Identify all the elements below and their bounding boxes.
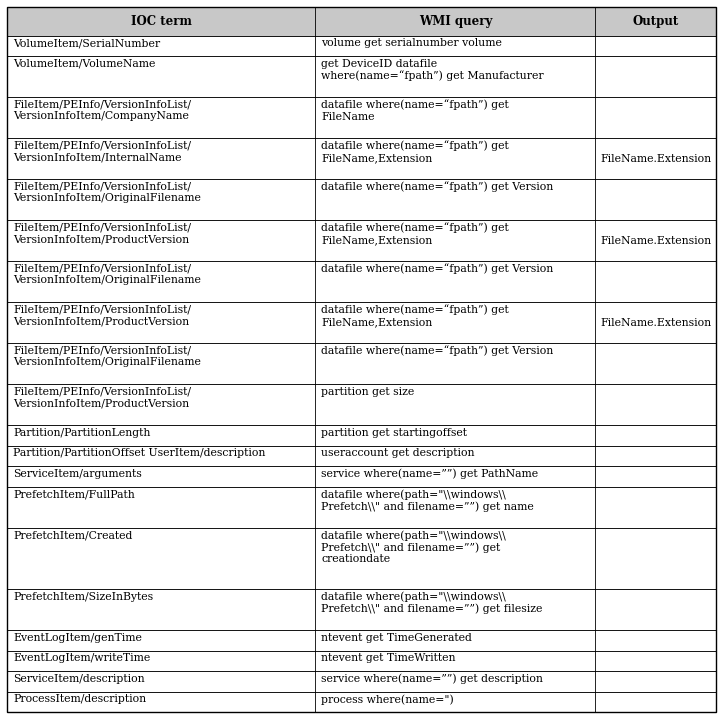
Text: Partition/PartitionLength: Partition/PartitionLength bbox=[13, 427, 150, 437]
Text: datafile where(path="\\windows\\
Prefetch\\" and filename=””) get name: datafile where(path="\\windows\\ Prefetc… bbox=[321, 489, 534, 512]
Bar bbox=[7, 446, 716, 466]
Bar bbox=[7, 261, 716, 302]
Text: datafile where(path="\\windows\\
Prefetch\\" and filename=””) get
creationdate: datafile where(path="\\windows\\ Prefetc… bbox=[321, 530, 506, 564]
Text: VolumeItem/VolumeName: VolumeItem/VolumeName bbox=[13, 59, 155, 69]
Text: ntevent get TimeWritten: ntevent get TimeWritten bbox=[321, 653, 455, 663]
Bar bbox=[7, 425, 716, 446]
Text: EventLogItem/genTime: EventLogItem/genTime bbox=[13, 632, 142, 642]
Text: FileItem/PEInfo/VersionInfoList/
VersionInfoItem/CompanyName: FileItem/PEInfo/VersionInfoList/ Version… bbox=[13, 100, 191, 121]
Text: FileName.Extension: FileName.Extension bbox=[600, 154, 711, 164]
Bar bbox=[7, 630, 716, 651]
Bar bbox=[7, 302, 716, 344]
Text: PrefetchItem/SizeInBytes: PrefetchItem/SizeInBytes bbox=[13, 591, 153, 601]
Text: FileItem/PEInfo/VersionInfoList/
VersionInfoItem/OriginalFilename: FileItem/PEInfo/VersionInfoList/ Version… bbox=[13, 182, 201, 203]
Bar bbox=[7, 180, 716, 221]
Text: EventLogItem/writeTime: EventLogItem/writeTime bbox=[13, 653, 150, 663]
Bar bbox=[7, 221, 716, 261]
Text: volume get serialnumber volume: volume get serialnumber volume bbox=[321, 38, 502, 48]
Text: FileName.Extension: FileName.Extension bbox=[600, 318, 711, 328]
Bar bbox=[7, 36, 716, 57]
Text: get DeviceID datafile
where(name=“fpath”) get Manufacturer: get DeviceID datafile where(name=“fpath”… bbox=[321, 59, 544, 81]
Text: datafile where(path="\\windows\\
Prefetch\\" and filename=””) get filesize: datafile where(path="\\windows\\ Prefetc… bbox=[321, 591, 542, 614]
Text: VolumeItem/SerialNumber: VolumeItem/SerialNumber bbox=[13, 38, 160, 48]
Bar bbox=[7, 57, 716, 97]
Bar bbox=[7, 466, 716, 487]
Text: useraccount get description: useraccount get description bbox=[321, 448, 474, 458]
Bar bbox=[7, 138, 716, 180]
Text: datafile where(name=“fpath”) get
FileName: datafile where(name=“fpath”) get FileNam… bbox=[321, 100, 509, 122]
Text: ServiceItem/arguments: ServiceItem/arguments bbox=[13, 468, 142, 478]
Text: datafile where(name=“fpath”) get
FileName,Extension: datafile where(name=“fpath”) get FileNam… bbox=[321, 223, 509, 245]
Text: FileItem/PEInfo/VersionInfoList/
VersionInfoItem/ProductVersion: FileItem/PEInfo/VersionInfoList/ Version… bbox=[13, 387, 191, 408]
Text: datafile where(name=“fpath”) get Version: datafile where(name=“fpath”) get Version bbox=[321, 263, 553, 274]
Text: ntevent get TimeGenerated: ntevent get TimeGenerated bbox=[321, 632, 472, 642]
Text: Output: Output bbox=[633, 15, 679, 28]
Text: datafile where(name=“fpath”) get Version: datafile where(name=“fpath”) get Version bbox=[321, 346, 553, 357]
Text: Partition/PartitionOffset UserItem/description: Partition/PartitionOffset UserItem/descr… bbox=[13, 448, 265, 458]
Bar bbox=[7, 692, 716, 712]
Bar bbox=[7, 589, 716, 630]
Bar bbox=[7, 7, 716, 36]
Text: FileItem/PEInfo/VersionInfoList/
VersionInfoItem/ProductVersion: FileItem/PEInfo/VersionInfoList/ Version… bbox=[13, 304, 191, 326]
Text: FileItem/PEInfo/VersionInfoList/
VersionInfoItem/OriginalFilename: FileItem/PEInfo/VersionInfoList/ Version… bbox=[13, 346, 201, 367]
Text: ProcessItem/description: ProcessItem/description bbox=[13, 694, 146, 704]
Text: WMI query: WMI query bbox=[419, 15, 492, 28]
Text: FileItem/PEInfo/VersionInfoList/
VersionInfoItem/InternalName: FileItem/PEInfo/VersionInfoList/ Version… bbox=[13, 140, 191, 162]
Text: ServiceItem/description: ServiceItem/description bbox=[13, 674, 145, 684]
Text: process where(name="): process where(name=") bbox=[321, 694, 454, 705]
Bar bbox=[7, 528, 716, 589]
Text: FileItem/PEInfo/VersionInfoList/
VersionInfoItem/ProductVersion: FileItem/PEInfo/VersionInfoList/ Version… bbox=[13, 223, 191, 244]
Text: partition get startingoffset: partition get startingoffset bbox=[321, 427, 467, 437]
Text: FileName.Extension: FileName.Extension bbox=[600, 236, 711, 246]
Bar bbox=[7, 97, 716, 138]
Text: PrefetchItem/Created: PrefetchItem/Created bbox=[13, 530, 132, 540]
Bar bbox=[7, 672, 716, 692]
Bar bbox=[7, 384, 716, 425]
Bar bbox=[7, 651, 716, 672]
Text: PrefetchItem/FullPath: PrefetchItem/FullPath bbox=[13, 489, 134, 499]
Text: datafile where(name=“fpath”) get
FileName,Extension: datafile where(name=“fpath”) get FileNam… bbox=[321, 140, 509, 163]
Text: service where(name=””) get PathName: service where(name=””) get PathName bbox=[321, 468, 538, 479]
Text: service where(name=””) get description: service where(name=””) get description bbox=[321, 674, 543, 684]
Text: datafile where(name=“fpath”) get Version: datafile where(name=“fpath”) get Version bbox=[321, 182, 553, 193]
Bar bbox=[7, 487, 716, 528]
Text: IOC term: IOC term bbox=[131, 15, 192, 28]
Text: FileItem/PEInfo/VersionInfoList/
VersionInfoItem/OriginalFilename: FileItem/PEInfo/VersionInfoList/ Version… bbox=[13, 263, 201, 285]
Text: datafile where(name=“fpath”) get
FileName,Extension: datafile where(name=“fpath”) get FileNam… bbox=[321, 304, 509, 327]
Bar bbox=[7, 344, 716, 384]
Text: partition get size: partition get size bbox=[321, 387, 414, 397]
